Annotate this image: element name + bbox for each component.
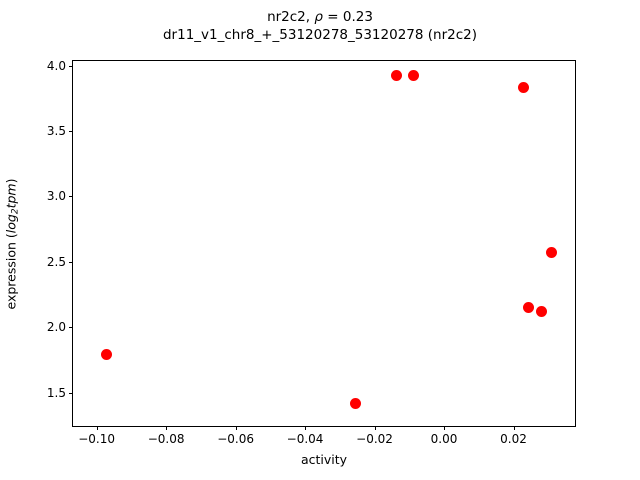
title-line-primary: nr2c2, ρ = 0.23: [0, 8, 640, 26]
title-rho-separator: ,: [305, 9, 315, 25]
figure-title: nr2c2, ρ = 0.23 dr11_v1_chr8_+_53120278_…: [0, 8, 640, 44]
y-axis-tick: [69, 261, 73, 263]
y-axis-label-math-tpm: tpm: [3, 182, 19, 208]
title-gene-name: nr2c2: [267, 9, 306, 25]
y-axis-tick: [69, 196, 73, 198]
x-axis-tick: [444, 426, 446, 430]
data-point: [518, 82, 530, 94]
y-axis-tick: [69, 130, 73, 132]
y-axis-tick-label: 3.5: [46, 123, 66, 138]
x-axis-tick: [374, 426, 376, 430]
x-axis-tick: [305, 426, 307, 430]
y-axis-tick-label: 2.0: [46, 320, 66, 335]
x-axis-tick-label: −0.08: [147, 432, 185, 446]
plot-area: −0.10 −0.08 −0.06 −0.04 −0.02 0.00 0.02 1.5 2.0 2…: [47, 59, 575, 446]
x-axis-tick-label: 0.00: [430, 432, 458, 446]
x-axis-tick: [166, 426, 168, 430]
title-rho-symbol: ρ: [314, 9, 323, 25]
y-axis-tick: [69, 392, 73, 394]
plot-axes-frame: −0.10 −0.08 −0.06 −0.04 −0.02 0.00 0.02 1.5 2.0 2…: [47, 59, 576, 446]
y-axis-label: expression (log2tpm): [4, 178, 21, 309]
y-axis-label-close-paren: ): [3, 178, 19, 183]
data-point: [391, 70, 403, 82]
title-rho-equals: =: [322, 9, 343, 25]
x-axis-tick-label: 0.02: [500, 432, 527, 446]
y-axis-label-math-subscript: 2: [10, 207, 21, 214]
data-point: [408, 70, 420, 82]
x-axis-label: activity: [300, 452, 348, 467]
x-axis-tick: [96, 426, 98, 430]
data-point: [536, 306, 548, 318]
x-axis-tick-label: −0.10: [78, 432, 115, 446]
y-axis-tick-label: 1.5: [46, 385, 66, 400]
x-axis-tick-label: −0.06: [217, 432, 254, 446]
y-axis-tick-label: 4.0: [46, 58, 66, 73]
y-axis-tick-label: 3.0: [46, 189, 66, 204]
title-rho-value: 0.23: [342, 9, 373, 25]
y-axis-label-math-log: log: [3, 213, 19, 233]
x-axis-tick-label: −0.04: [286, 432, 324, 446]
title-line-locus: dr11_v1_chr8_+_53120278_53120278 (nr2c2): [162, 27, 477, 43]
x-axis-tick: [513, 426, 515, 430]
data-point: [101, 349, 113, 361]
x-axis-tick: [235, 426, 237, 430]
y-axis-label-text: expression (: [3, 232, 19, 309]
data-point: [350, 397, 362, 409]
y-axis-label-container: expression (log2tpm): [0, 60, 24, 427]
data-point: [545, 247, 557, 259]
y-axis-tick: [69, 327, 73, 329]
data-point: [522, 302, 534, 314]
y-axis-tick: [69, 65, 73, 67]
y-axis-tick-label: 2.5: [46, 254, 66, 269]
x-axis-tick-label: −0.02: [356, 432, 393, 446]
